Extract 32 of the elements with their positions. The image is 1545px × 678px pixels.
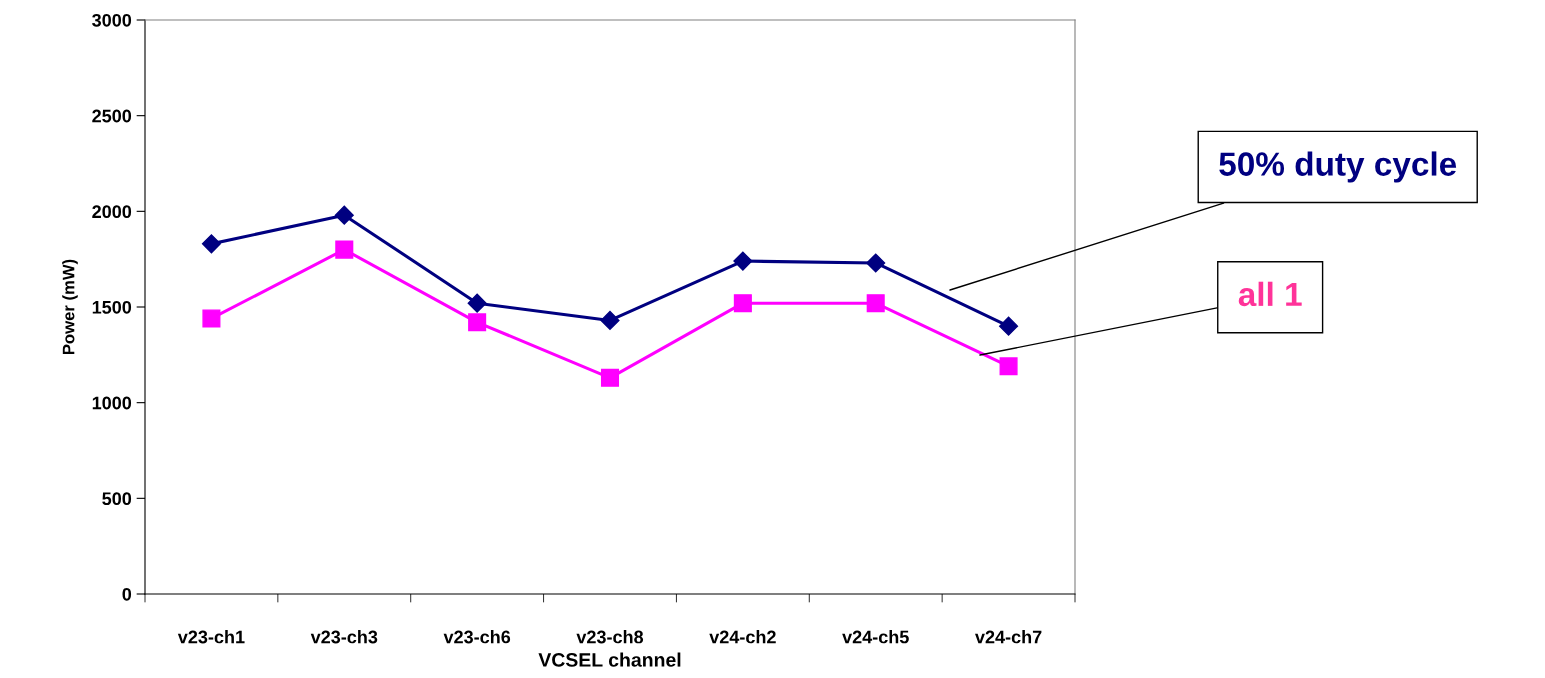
x-tick-label: v24-ch2 bbox=[709, 630, 776, 644]
point bbox=[733, 251, 753, 271]
y-tick-label: 0 bbox=[122, 587, 132, 601]
x-tick-label: v23-ch8 bbox=[576, 630, 644, 644]
point bbox=[600, 368, 620, 387]
y-axis-title: Power (mW) bbox=[62, 259, 78, 355]
x-tick-label: v23-ch3 bbox=[310, 630, 378, 644]
y-tick-label: 2500 bbox=[92, 109, 132, 123]
x-tick-label: v23-ch6 bbox=[443, 630, 511, 644]
point bbox=[600, 310, 620, 330]
point bbox=[201, 234, 221, 254]
y-tick-label: 1500 bbox=[92, 300, 132, 314]
point bbox=[335, 240, 354, 259]
point bbox=[468, 313, 487, 332]
x-tick-label: v24-ch5 bbox=[842, 630, 909, 644]
text: all 1 bbox=[1238, 281, 1302, 307]
text: 50% duty cycle bbox=[1219, 151, 1457, 183]
y-tick-label: 2000 bbox=[92, 205, 132, 219]
point bbox=[999, 316, 1019, 336]
point bbox=[999, 357, 1018, 376]
point bbox=[467, 293, 487, 313]
x-tick-label: v24-ch7 bbox=[975, 630, 1042, 644]
point bbox=[733, 294, 752, 313]
point bbox=[334, 205, 354, 225]
x-axis-title: VCSEL channel bbox=[538, 652, 681, 667]
y-tick-label: 500 bbox=[102, 492, 132, 506]
x-tick-label: v23-ch1 bbox=[177, 630, 245, 644]
point bbox=[202, 309, 221, 328]
y-tick-label: 1000 bbox=[92, 396, 132, 410]
point bbox=[866, 294, 885, 313]
point bbox=[866, 253, 886, 273]
y-tick-label: 3000 bbox=[92, 13, 132, 27]
